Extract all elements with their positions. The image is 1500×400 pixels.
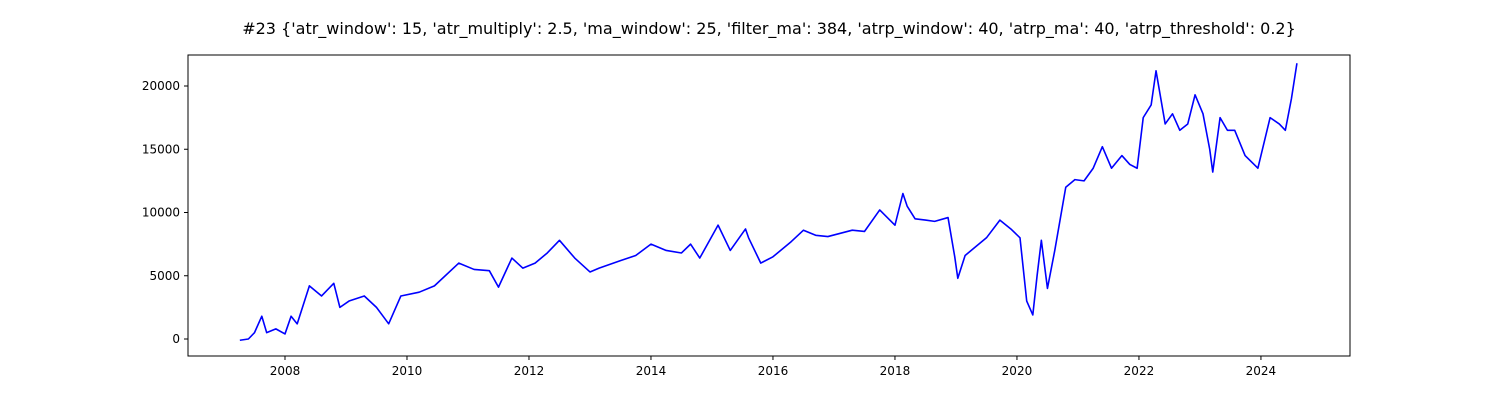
y-tick-label: 0 [172,332,180,346]
series-line [239,63,1298,342]
x-tick-label: 2014 [636,364,667,378]
x-tick-label: 2022 [1124,364,1155,378]
y-tick-label: 5000 [149,269,180,283]
y-tick-label: 20000 [142,79,180,93]
y-tick-label: 10000 [142,206,180,220]
x-tick-label: 2012 [514,364,545,378]
y-tick-label: 15000 [142,142,180,156]
x-tick-label: 2024 [1246,364,1277,378]
plot-frame [187,54,1351,357]
x-tick-label: 2020 [1002,364,1033,378]
chart-title: #23 {'atr_window': 15, 'atr_multiply': 2… [242,19,1296,39]
x-tick-label: 2018 [880,364,911,378]
x-tick-label: 2010 [392,364,423,378]
x-tick-label: 2008 [270,364,301,378]
x-tick-label: 2016 [758,364,789,378]
